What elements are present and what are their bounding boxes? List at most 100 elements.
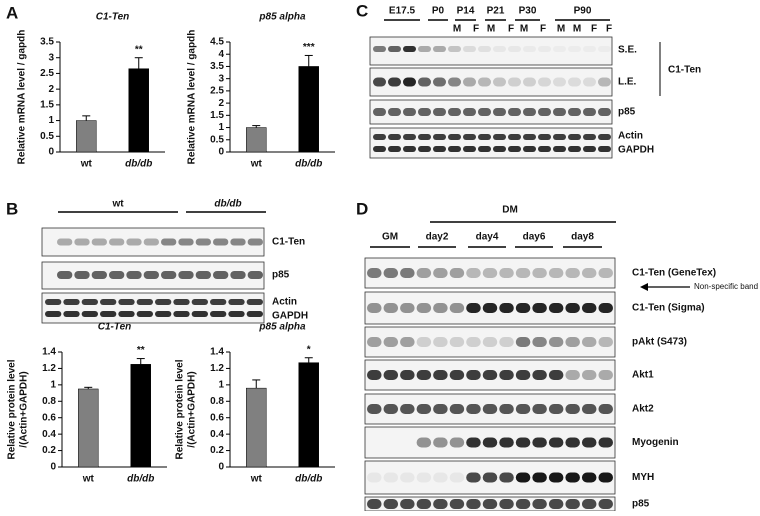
band — [565, 337, 580, 347]
panel-label: B — [6, 199, 18, 218]
band — [553, 108, 566, 116]
label: F — [591, 24, 597, 35]
bar — [128, 68, 149, 153]
x-tick-label: wt — [80, 159, 93, 170]
band — [553, 77, 566, 87]
band — [598, 46, 611, 52]
band — [553, 134, 566, 140]
label: Actin — [618, 131, 643, 142]
band — [418, 108, 431, 116]
bar — [246, 127, 267, 153]
label: M — [573, 24, 581, 35]
band — [383, 472, 399, 483]
band — [565, 499, 580, 509]
band — [373, 77, 386, 87]
band — [400, 370, 415, 380]
band — [246, 311, 263, 317]
band — [367, 370, 382, 380]
band — [598, 472, 613, 483]
label: day8 — [571, 232, 594, 243]
y-axis-label: /(Actin+GAPDH) — [19, 371, 30, 447]
error-bar — [134, 57, 143, 69]
band — [499, 472, 514, 483]
y-axis-label: Relative mRNA level / gapdh — [17, 30, 28, 165]
band — [416, 268, 432, 278]
label: p85 — [632, 499, 650, 510]
y-tick-label: 0 — [50, 462, 56, 473]
band — [210, 311, 227, 317]
label: M — [487, 24, 495, 35]
band — [499, 370, 514, 380]
band — [433, 146, 446, 152]
band — [383, 268, 399, 278]
error-bar — [304, 357, 313, 363]
x-tick-label: db/db — [295, 474, 322, 485]
band — [565, 404, 580, 414]
y-tick-label: 1 — [50, 379, 56, 390]
y-tick-label: 4.5 — [210, 37, 224, 48]
band — [418, 77, 431, 87]
band — [367, 472, 382, 483]
band — [57, 271, 73, 279]
band — [388, 46, 401, 52]
band — [403, 77, 416, 87]
band — [482, 268, 498, 278]
band — [449, 337, 465, 347]
band — [532, 303, 547, 313]
band — [515, 499, 531, 509]
band — [508, 134, 521, 140]
label: M — [453, 24, 461, 35]
band — [45, 299, 62, 305]
band — [433, 303, 448, 313]
label: Akt2 — [632, 404, 654, 415]
band — [173, 311, 190, 317]
label: L.E. — [618, 77, 637, 88]
x-tick-label: wt — [250, 474, 263, 485]
band — [418, 134, 431, 140]
band — [482, 370, 498, 380]
band — [515, 268, 531, 278]
band — [109, 271, 125, 279]
band — [403, 146, 416, 152]
band — [568, 134, 581, 140]
band — [493, 46, 506, 52]
band — [383, 337, 399, 347]
band — [400, 268, 415, 278]
band — [466, 404, 481, 414]
y-tick-label: 3.5 — [40, 37, 54, 48]
panel-label: A — [6, 3, 18, 22]
band — [538, 108, 551, 116]
label: GAPDH — [618, 145, 654, 156]
y-axis-label: Relative protein level — [7, 359, 18, 459]
bar — [76, 120, 97, 153]
band — [91, 238, 107, 246]
band — [449, 404, 465, 414]
band — [449, 268, 465, 278]
label: P21 — [487, 6, 505, 17]
y-tick-label: 1 — [218, 379, 224, 390]
band — [548, 472, 564, 483]
error-bar — [304, 54, 313, 67]
band — [178, 271, 194, 279]
band — [478, 108, 491, 116]
label: P90 — [574, 6, 592, 17]
band — [100, 311, 117, 317]
band — [565, 472, 580, 483]
band — [532, 337, 547, 347]
blot-frame — [364, 326, 616, 358]
band — [63, 311, 80, 317]
label: Myogenin — [632, 437, 679, 448]
y-tick-label: 2.5 — [210, 86, 224, 97]
band — [482, 437, 498, 448]
band — [581, 268, 597, 278]
band — [383, 499, 399, 509]
label: p85 — [618, 107, 636, 118]
band — [118, 311, 135, 317]
band — [499, 499, 514, 509]
band — [523, 46, 536, 52]
band — [581, 499, 597, 509]
band — [532, 472, 547, 483]
band — [448, 108, 461, 116]
label: MYH — [632, 472, 654, 483]
blot-frame — [41, 292, 265, 324]
